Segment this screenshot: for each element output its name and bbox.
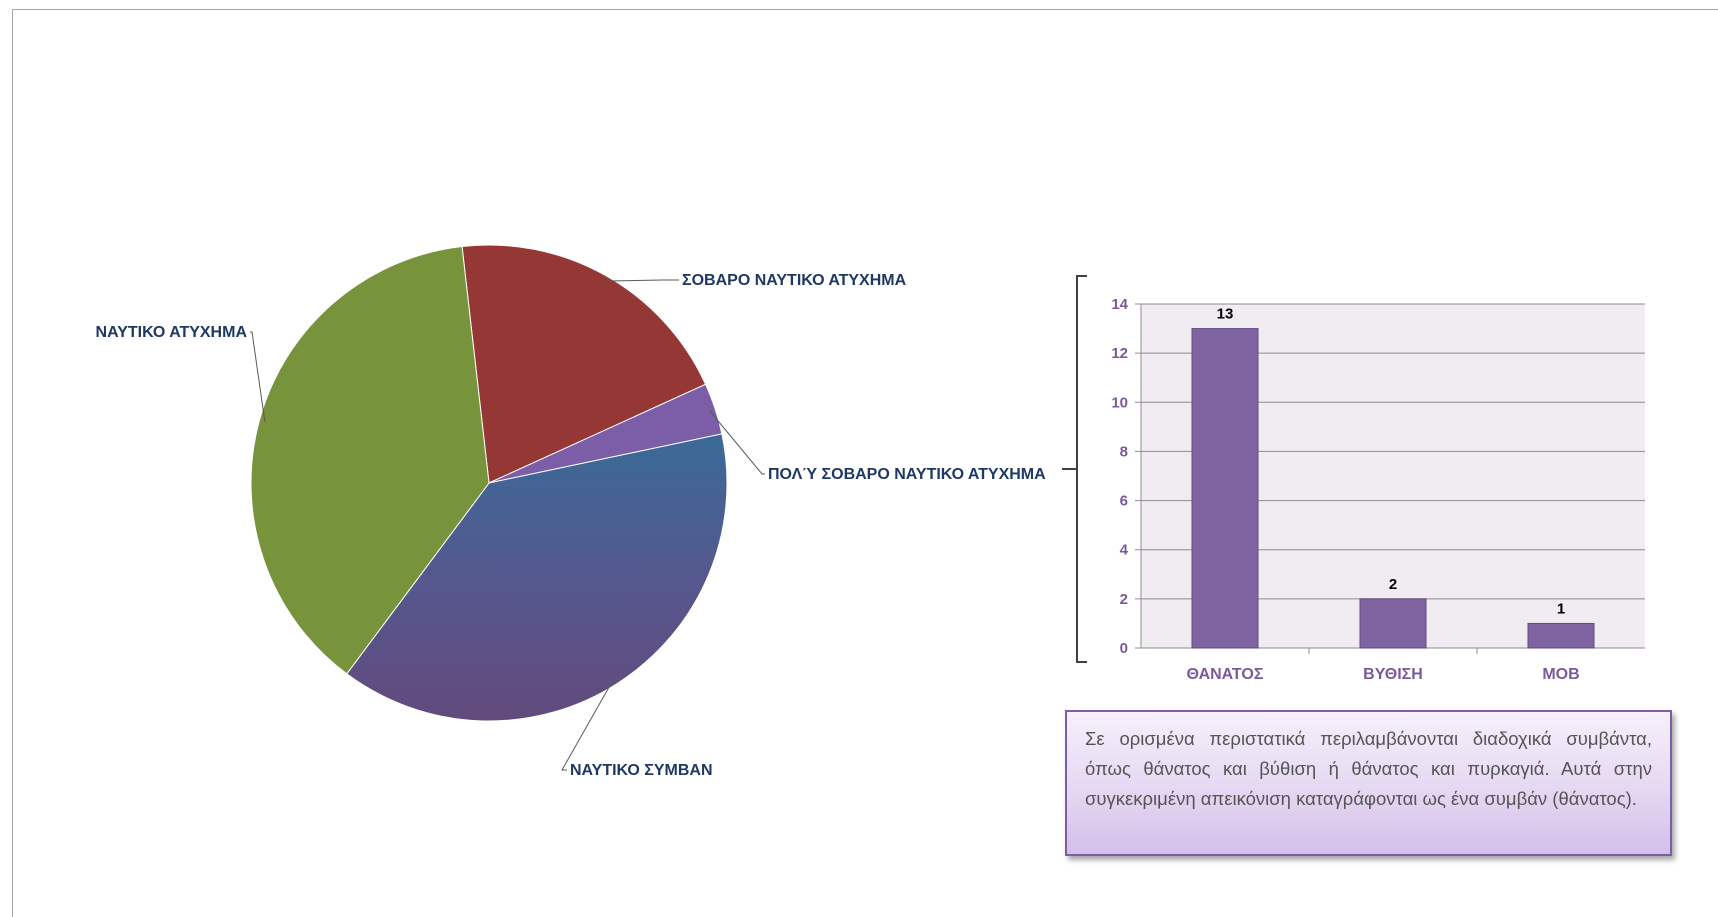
pie-label-very-serious: ΠΟΛΎ ΣΟΒΑΡΟ ΝΑΥΤΙΚΟ ΑΤΥΧΗΜΑ bbox=[768, 466, 1046, 483]
y-tick-label: 12 bbox=[1111, 345, 1128, 362]
y-tick-label: 8 bbox=[1120, 443, 1128, 460]
pie-slice-accident bbox=[250, 245, 490, 675]
pie-leader-line-accident bbox=[250, 331, 266, 423]
note-box: Σε ορισμένα περιστατικά περιλαμβάνονται … bbox=[1065, 710, 1672, 856]
pie-label-incident: ΝΑΥΤΙΚΟ ΣΥΜΒΑΝ bbox=[570, 762, 713, 779]
x-category-label: MOB bbox=[1542, 666, 1579, 683]
x-category-label: ΒΥΘΙΣΗ bbox=[1363, 666, 1423, 683]
pie-leader-line-incident bbox=[561, 678, 615, 771]
pie-label-accident: ΝΑΥΤΙΚΟ ΑΤΥΧΗΜΑ bbox=[96, 324, 248, 341]
bar-chart: 0 2 4 6 8 10 12 14 13 ΘΑΝΑΤΟΣ 2 ΒΥΘΙΣΗ 1 MOB bbox=[1062, 275, 1645, 683]
pie-leader-line-serious bbox=[603, 279, 679, 282]
pie-slice-serious bbox=[461, 244, 707, 484]
y-tick-label: 6 bbox=[1120, 493, 1128, 510]
bar bbox=[1359, 598, 1427, 649]
bar-data-label: 1 bbox=[1557, 600, 1565, 617]
bar-data-label: 13 bbox=[1217, 306, 1234, 323]
y-tick-label: 2 bbox=[1120, 591, 1128, 608]
y-tick-label: 0 bbox=[1120, 640, 1128, 657]
y-tick-label: 14 bbox=[1111, 296, 1128, 313]
bracket bbox=[1076, 275, 1087, 663]
pie-label-serious: ΣΟΒΑΡΟ ΝΑΥΤΙΚΟ ΑΤΥΧΗΜΑ bbox=[682, 272, 907, 289]
bar bbox=[1527, 622, 1595, 649]
y-tick-label: 10 bbox=[1111, 394, 1128, 411]
bar bbox=[1191, 328, 1259, 649]
pie-leader-line-very-serious bbox=[709, 410, 765, 475]
x-category-label: ΘΑΝΑΤΟΣ bbox=[1187, 666, 1264, 683]
y-tick-label: 4 bbox=[1120, 542, 1129, 559]
slide-frame bbox=[12, 9, 1718, 917]
bar-data-label: 2 bbox=[1389, 576, 1397, 593]
pie-slice-incident bbox=[346, 433, 728, 722]
note-text: Σε ορισμένα περιστατικά περιλαμβάνονται … bbox=[1085, 728, 1652, 809]
pie-chart: ΣΟΒΑΡΟ ΝΑΥΤΙΚΟ ΑΤΥΧΗΜΑ ΠΟΛΎ ΣΟΒΑΡΟ ΝΑΥΤΙΚ… bbox=[96, 244, 1046, 779]
